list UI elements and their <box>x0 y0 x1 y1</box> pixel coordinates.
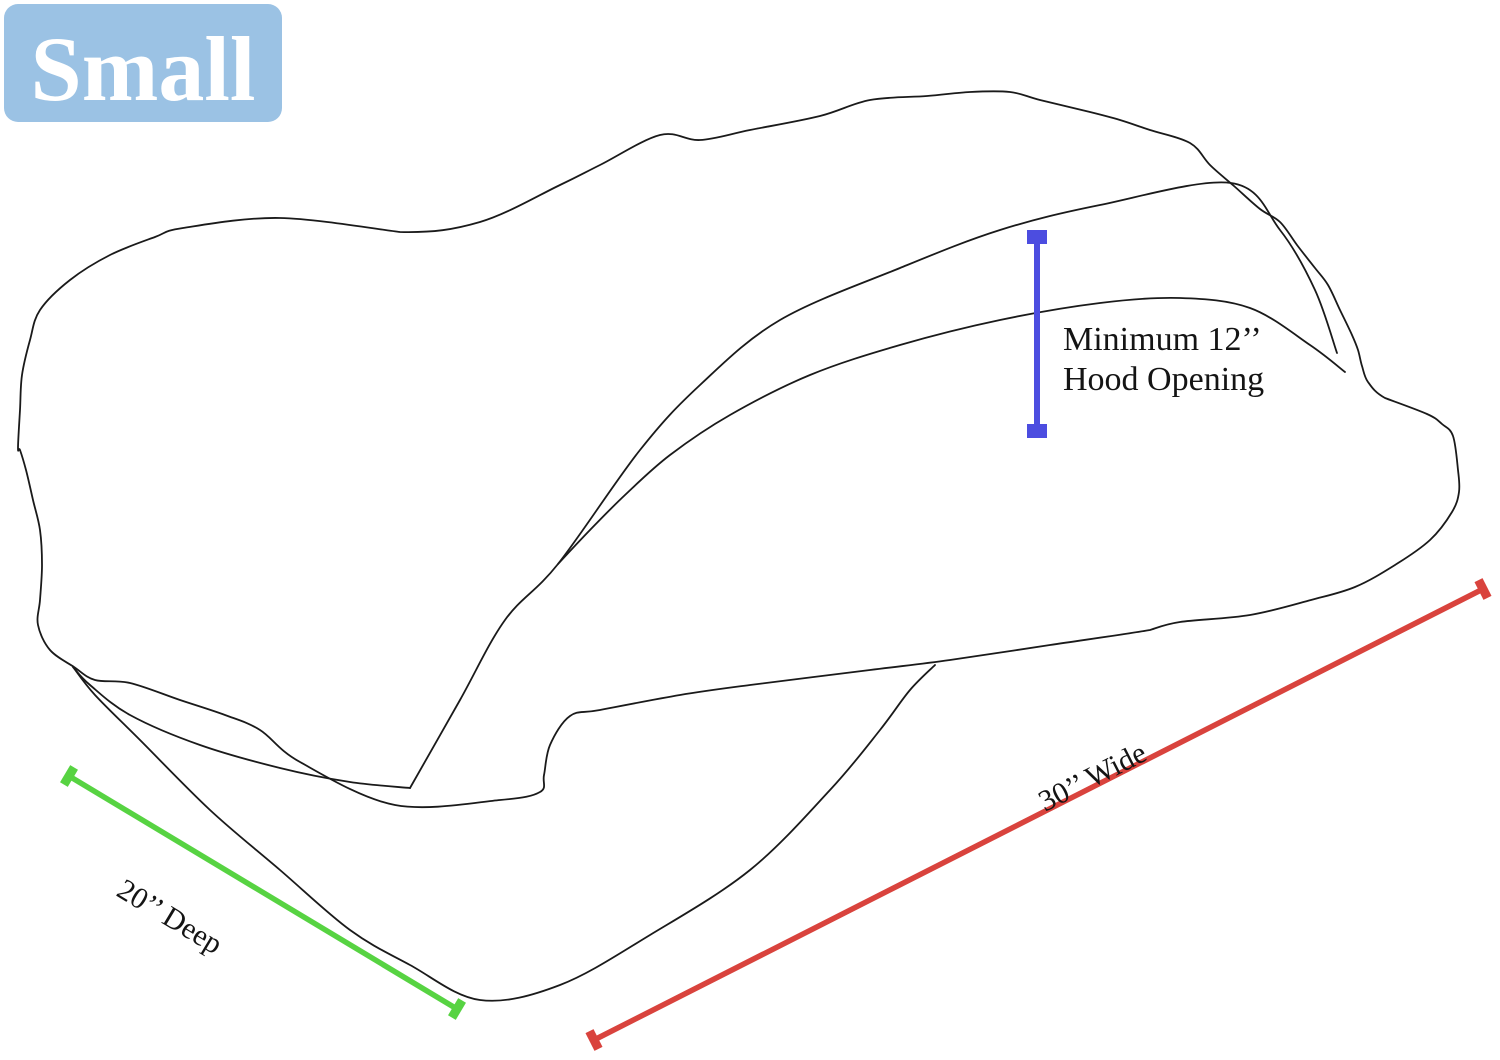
svg-text:Hood Opening: Hood Opening <box>1063 361 1264 398</box>
svg-text:20’’ Deep: 20’’ Deep <box>111 873 228 961</box>
svg-text:30’’ Wide: 30’’ Wide <box>1033 736 1152 818</box>
svg-text:Minimum 12’’: Minimum 12’’ <box>1063 321 1262 358</box>
